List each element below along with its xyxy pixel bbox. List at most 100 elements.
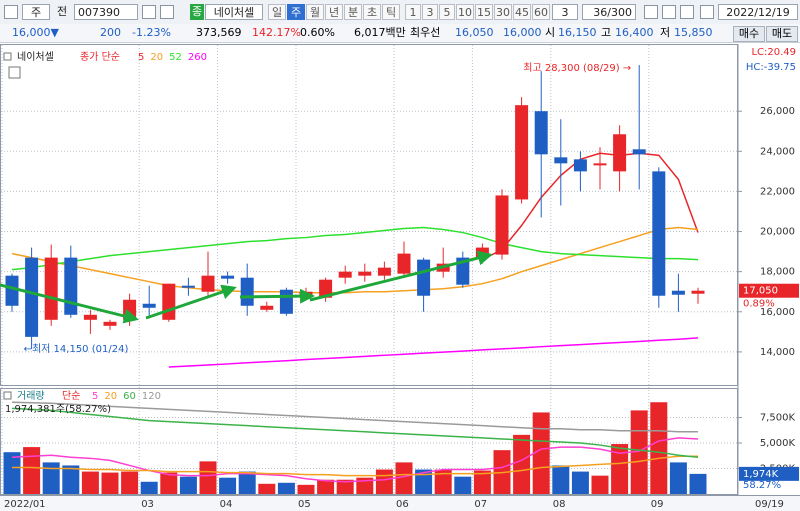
interval-button[interactable]: 30 — [494, 4, 512, 20]
sell-button[interactable]: 매도 — [766, 26, 798, 42]
icon[interactable] — [160, 5, 174, 19]
volume-bar — [454, 476, 472, 494]
interval-button[interactable]: 1 — [405, 4, 421, 20]
high-annotation: 최고 28,300 (08/29) → — [523, 62, 631, 74]
candle-body — [25, 257, 39, 337]
ma-line — [482, 152, 699, 261]
period-button[interactable]: 분 — [344, 4, 362, 20]
volume-bar — [199, 461, 217, 494]
count-box[interactable]: 36/300 — [582, 4, 636, 20]
x-tick-label: 05 — [298, 499, 311, 510]
volume-bar — [552, 465, 570, 494]
x-tick-label: 2022/01 — [4, 499, 46, 510]
y-tick-label: 7,500K — [760, 413, 796, 424]
ma-line — [11, 437, 699, 483]
volume-bar — [473, 470, 491, 494]
interval-button[interactable]: 3 — [422, 4, 438, 20]
label: 최우선 — [410, 26, 441, 39]
x-tick-label: 09 — [651, 499, 664, 510]
icon[interactable] — [644, 5, 658, 19]
interval-button[interactable]: 15 — [475, 4, 493, 20]
legend-entry: 20 — [150, 52, 163, 63]
volume-bar — [356, 477, 374, 494]
candle-body — [534, 111, 548, 155]
change-rate: -1.23% — [132, 26, 171, 39]
trend-arrow — [145, 284, 237, 320]
y-tick-label: 18,000 — [760, 267, 795, 278]
volume-text: 1,974,381주(58.27%) — [5, 404, 111, 415]
market-select[interactable]: 주 — [22, 4, 50, 20]
period-button[interactable]: 주 — [287, 4, 305, 20]
legend-entry: 52 — [169, 52, 182, 63]
candle-body — [593, 163, 607, 166]
volume-bar — [650, 402, 668, 494]
code-input[interactable]: 007390 — [74, 4, 138, 20]
candle-body — [691, 290, 705, 294]
candle-body — [260, 305, 274, 310]
period-button[interactable]: 월 — [306, 4, 324, 20]
y-tick-label: 24,000 — [760, 146, 795, 157]
plot-layer: 14,000 16,000 18,000 20,000 22,000 24,000 26,0… — [1, 45, 795, 510]
label: 고 — [601, 26, 612, 39]
interval-button[interactable]: 60 — [532, 4, 550, 20]
settings-icon[interactable] — [700, 5, 714, 19]
volume-rate: 142.17% — [252, 26, 301, 39]
y-tick-label: 5,000K — [760, 438, 796, 449]
candle-body — [515, 105, 529, 200]
legend-entry: 5 — [92, 391, 98, 402]
date-box[interactable]: 2022/12/19 — [718, 4, 798, 20]
amount: 6,017백만 — [354, 26, 406, 39]
period-button[interactable]: 일 — [268, 4, 286, 20]
last-volume-box — [739, 466, 799, 481]
label: 시 — [545, 26, 556, 39]
volume-bar — [689, 473, 707, 494]
interval-button[interactable]: 5 — [439, 4, 455, 20]
hc-label: HC:-39.75 — [746, 62, 796, 73]
trend-arrow — [239, 288, 315, 304]
ma-line — [12, 455, 698, 477]
x-axis-band — [0, 495, 800, 511]
icon[interactable] — [680, 5, 694, 19]
search-icon[interactable] — [142, 5, 156, 19]
last-ratio-label: 58.27% — [743, 480, 781, 491]
candle-body — [44, 257, 58, 320]
volume-bar — [42, 462, 60, 494]
candle-body — [377, 267, 391, 276]
candle-body — [162, 283, 176, 320]
high-price: 16,400 — [615, 26, 654, 39]
volume-bar — [513, 434, 531, 494]
period-button[interactable]: 초 — [363, 4, 381, 20]
y-tick-label: 16,000 — [760, 307, 795, 318]
icon[interactable] — [662, 5, 676, 19]
volume-bar — [101, 472, 119, 494]
trend-arrows — [0, 250, 493, 324]
icon[interactable] — [4, 5, 18, 19]
volume-bar — [238, 471, 256, 494]
toolbar: 주 전 007390 종 네이처셀 일 주 월 년 분 초 틱 1 3 5 10… — [0, 0, 800, 25]
interval-select[interactable]: 3 — [552, 4, 578, 20]
volume-bar — [669, 462, 687, 494]
candle-body — [221, 275, 235, 279]
buy-button[interactable]: 매수 — [733, 26, 765, 42]
interval-button[interactable]: 45 — [513, 4, 531, 20]
volume-bar — [140, 481, 158, 494]
legend-entry: 5 — [138, 52, 144, 63]
volume: 373,569 — [196, 26, 242, 39]
volume-bar — [121, 471, 139, 494]
ma-line — [11, 401, 698, 433]
label: 전 — [56, 5, 68, 18]
last-price-box — [739, 283, 799, 298]
volume-bar — [297, 484, 315, 494]
open-price: 16,150 — [558, 26, 597, 39]
volume-bar — [415, 469, 433, 494]
candle-body — [671, 290, 685, 295]
volume-bar — [258, 483, 276, 494]
period-button[interactable]: 틱 — [382, 4, 400, 20]
ma-line — [11, 226, 699, 271]
y-tick-label: 14,000 — [760, 347, 795, 358]
interval-button[interactable]: 10 — [456, 4, 474, 20]
legend-label: 단순 — [62, 390, 80, 402]
period-button[interactable]: 년 — [325, 4, 343, 20]
